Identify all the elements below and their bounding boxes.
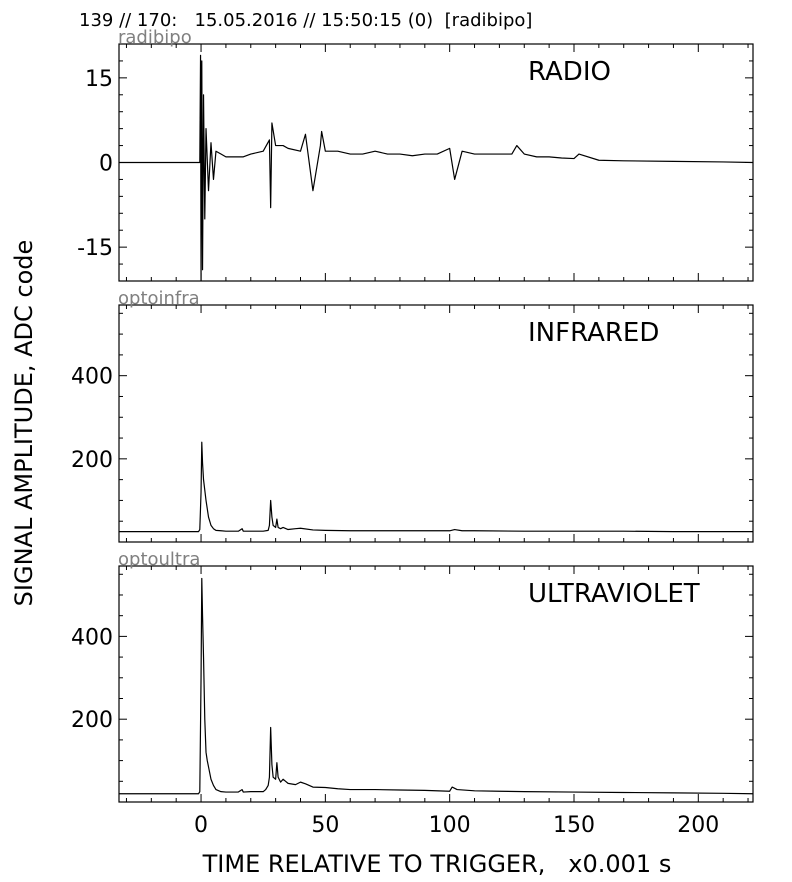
infrared-y-tick-label: 200 — [71, 448, 113, 473]
y-axis-label: SIGNAL AMPLITUDE, ADC code — [10, 240, 38, 607]
x-tick-label: 150 — [553, 813, 595, 838]
ultraviolet-y-tick-label: 200 — [71, 708, 113, 733]
radio-y-tick-label: -15 — [77, 236, 113, 261]
x-axis-label: TIME RELATIVE TO TRIGGER, x0.001 s — [202, 850, 672, 878]
ultraviolet-signal-line — [119, 577, 753, 795]
infrared-signal-line — [119, 441, 753, 533]
infrared-channel-label: optoinfra — [118, 288, 200, 309]
radio-panel: 15 0 -15 radibipo RADIO — [77, 27, 754, 282]
ultraviolet-panel: 400 200 optoultra ULTRAVIOLET 0 50 100 150 200 — [71, 549, 754, 838]
infrared-y-tick-label: 400 — [71, 365, 113, 390]
x-tick-label: 200 — [677, 813, 719, 838]
radio-y-tick-label: 0 — [99, 152, 113, 177]
radio-signal-line — [119, 54, 753, 281]
radio-channel-label: radibipo — [118, 27, 192, 48]
ultraviolet-y-tick-label: 400 — [71, 625, 113, 650]
radio-plot-frame — [118, 43, 754, 282]
x-tick-label: 0 — [194, 813, 208, 838]
ultraviolet-channel-label: optoultra — [118, 549, 200, 570]
infrared-plot-frame — [118, 304, 754, 543]
x-tick-label: 100 — [429, 813, 471, 838]
radio-panel-title: RADIO — [528, 57, 611, 87]
infrared-panel-title: INFRARED — [528, 318, 659, 348]
header-text: 139 // 170: 15.05.2016 // 15:50:15 (0) [… — [79, 10, 532, 31]
ultraviolet-panel-title: ULTRAVIOLET — [528, 579, 700, 609]
radio-y-tick-label: 15 — [85, 67, 113, 92]
infrared-panel: 400 200 optoinfra INFRARED — [71, 288, 754, 543]
x-tick-label: 50 — [311, 813, 339, 838]
panels-group: 150-15radibipoRADIO400200optoinfraINFRAR… — [71, 27, 754, 838]
ultraviolet-plot-frame — [118, 565, 754, 803]
